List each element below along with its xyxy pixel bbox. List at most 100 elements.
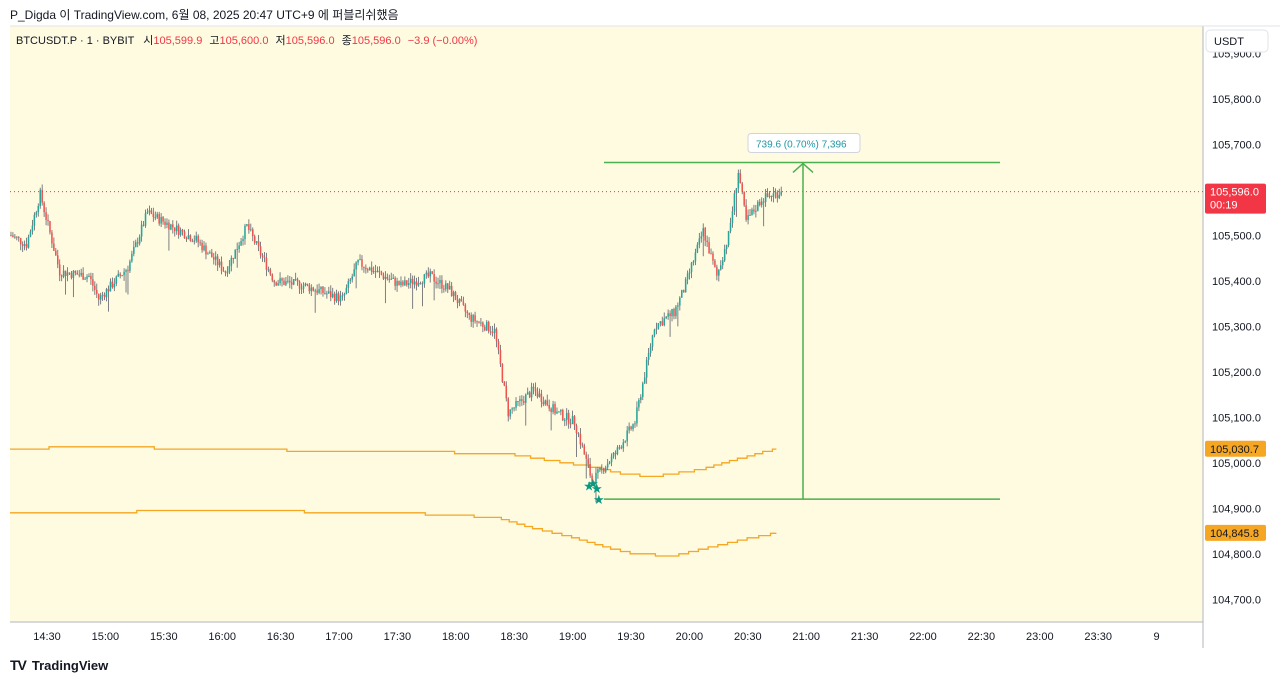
candle-body [733,193,736,212]
candle-body [437,283,439,285]
candle-body [23,244,26,246]
candle-body [778,194,781,199]
lower-band-line [10,509,777,557]
candle-body [146,211,149,214]
time-tick-label: 17:00 [325,631,353,643]
price-axis[interactable] [1203,26,1280,622]
candle-body [552,404,554,412]
candle-body [610,456,613,463]
candle-body [224,271,227,273]
price-tick-label: 105,300.0 [1212,321,1261,333]
candle-body [766,193,769,197]
candle-body [447,283,449,290]
candle-body [49,221,51,233]
time-axis[interactable] [10,622,1203,648]
candle-body [267,269,270,271]
candle-body [741,183,743,192]
candle-body [66,272,69,276]
candle-body [72,270,75,278]
candle-body [599,467,601,470]
candle-body [542,401,545,405]
candle-body [739,172,742,184]
candle-body [372,271,375,273]
currency-button[interactable] [1205,29,1269,53]
price-tick-label: 104,700.0 [1212,594,1261,606]
brand-name: TradingView [31,657,109,673]
candle-body [158,214,160,224]
candle-body [19,238,22,245]
symbol-label[interactable]: BTCUSDT.P · 1 · BYBIT [16,35,135,47]
candle-body [466,311,469,314]
candle-body [94,285,96,290]
candle-body [439,279,441,284]
candle-body [554,404,556,414]
candle-body [538,393,541,397]
candle-body [353,269,355,277]
candle-body [581,444,584,446]
candle-body [762,201,765,203]
candle-body [123,271,125,276]
candle-body [665,316,667,319]
candle-body [57,255,59,265]
candle-body [673,309,675,317]
candle-body [341,295,344,297]
candle-body [536,391,539,397]
candle-body [431,271,433,275]
measure-tool[interactable]: 739.6 (0.70%) 7,396 [604,132,1000,500]
candle-body [445,283,447,290]
candle-body [632,424,634,430]
candle-body [595,472,597,484]
candle-body [51,232,53,244]
candle-body [277,283,279,286]
candle-body [425,272,428,275]
candle-body [550,408,552,412]
tradingview-brand[interactable]: TV TradingView [10,657,108,673]
last-price-badge: 105,596.0 00:19 [1205,183,1266,214]
price-tick-label: 105,800.0 [1212,94,1261,106]
time-tick-label: 16:30 [267,631,295,643]
marks-layer: ★★★★ [583,477,604,508]
candle-body [361,259,363,267]
candle-body [197,235,199,243]
candle-body [417,282,420,286]
candle-body [626,430,628,442]
candle-body [80,272,82,276]
price-tick-label: 105,100.0 [1212,412,1261,424]
candle-body [408,283,410,286]
candle-body [322,286,324,293]
candle-body [365,267,367,270]
candle-body [300,288,303,290]
candle-body [443,288,445,290]
candle-body [604,467,607,472]
plot-area[interactable] [10,26,1203,622]
close-value: 105,596.0 [352,35,401,47]
candle-body [181,229,184,232]
candle-body [435,281,437,284]
candle-body [281,278,283,281]
candle-body [125,270,127,272]
candle-body [273,280,275,283]
candle-body [721,260,724,266]
candle-body [183,231,186,239]
candle-body [109,281,112,292]
candle-body [491,331,494,333]
measure-label: 739.6 (0.70%) 7,396 [756,139,847,150]
candle-body [521,399,523,401]
candle-body [400,281,402,285]
candle-body [564,419,566,421]
candle-body [154,217,157,219]
candle-body [47,219,49,222]
candle-body [429,271,431,277]
candle-body [347,281,350,288]
candle-body [257,241,260,247]
candle-body [96,289,98,294]
candle-body [760,201,763,206]
candle-body [216,256,219,266]
candle-body [484,326,486,331]
candle-body [702,228,704,237]
candle-body [121,275,123,277]
ohlc-legend[interactable]: BTCUSDT.P · 1 · BYBIT 시105,599.9 고105,60… [16,34,477,47]
candle-body [745,205,747,220]
candle-body [314,290,316,292]
